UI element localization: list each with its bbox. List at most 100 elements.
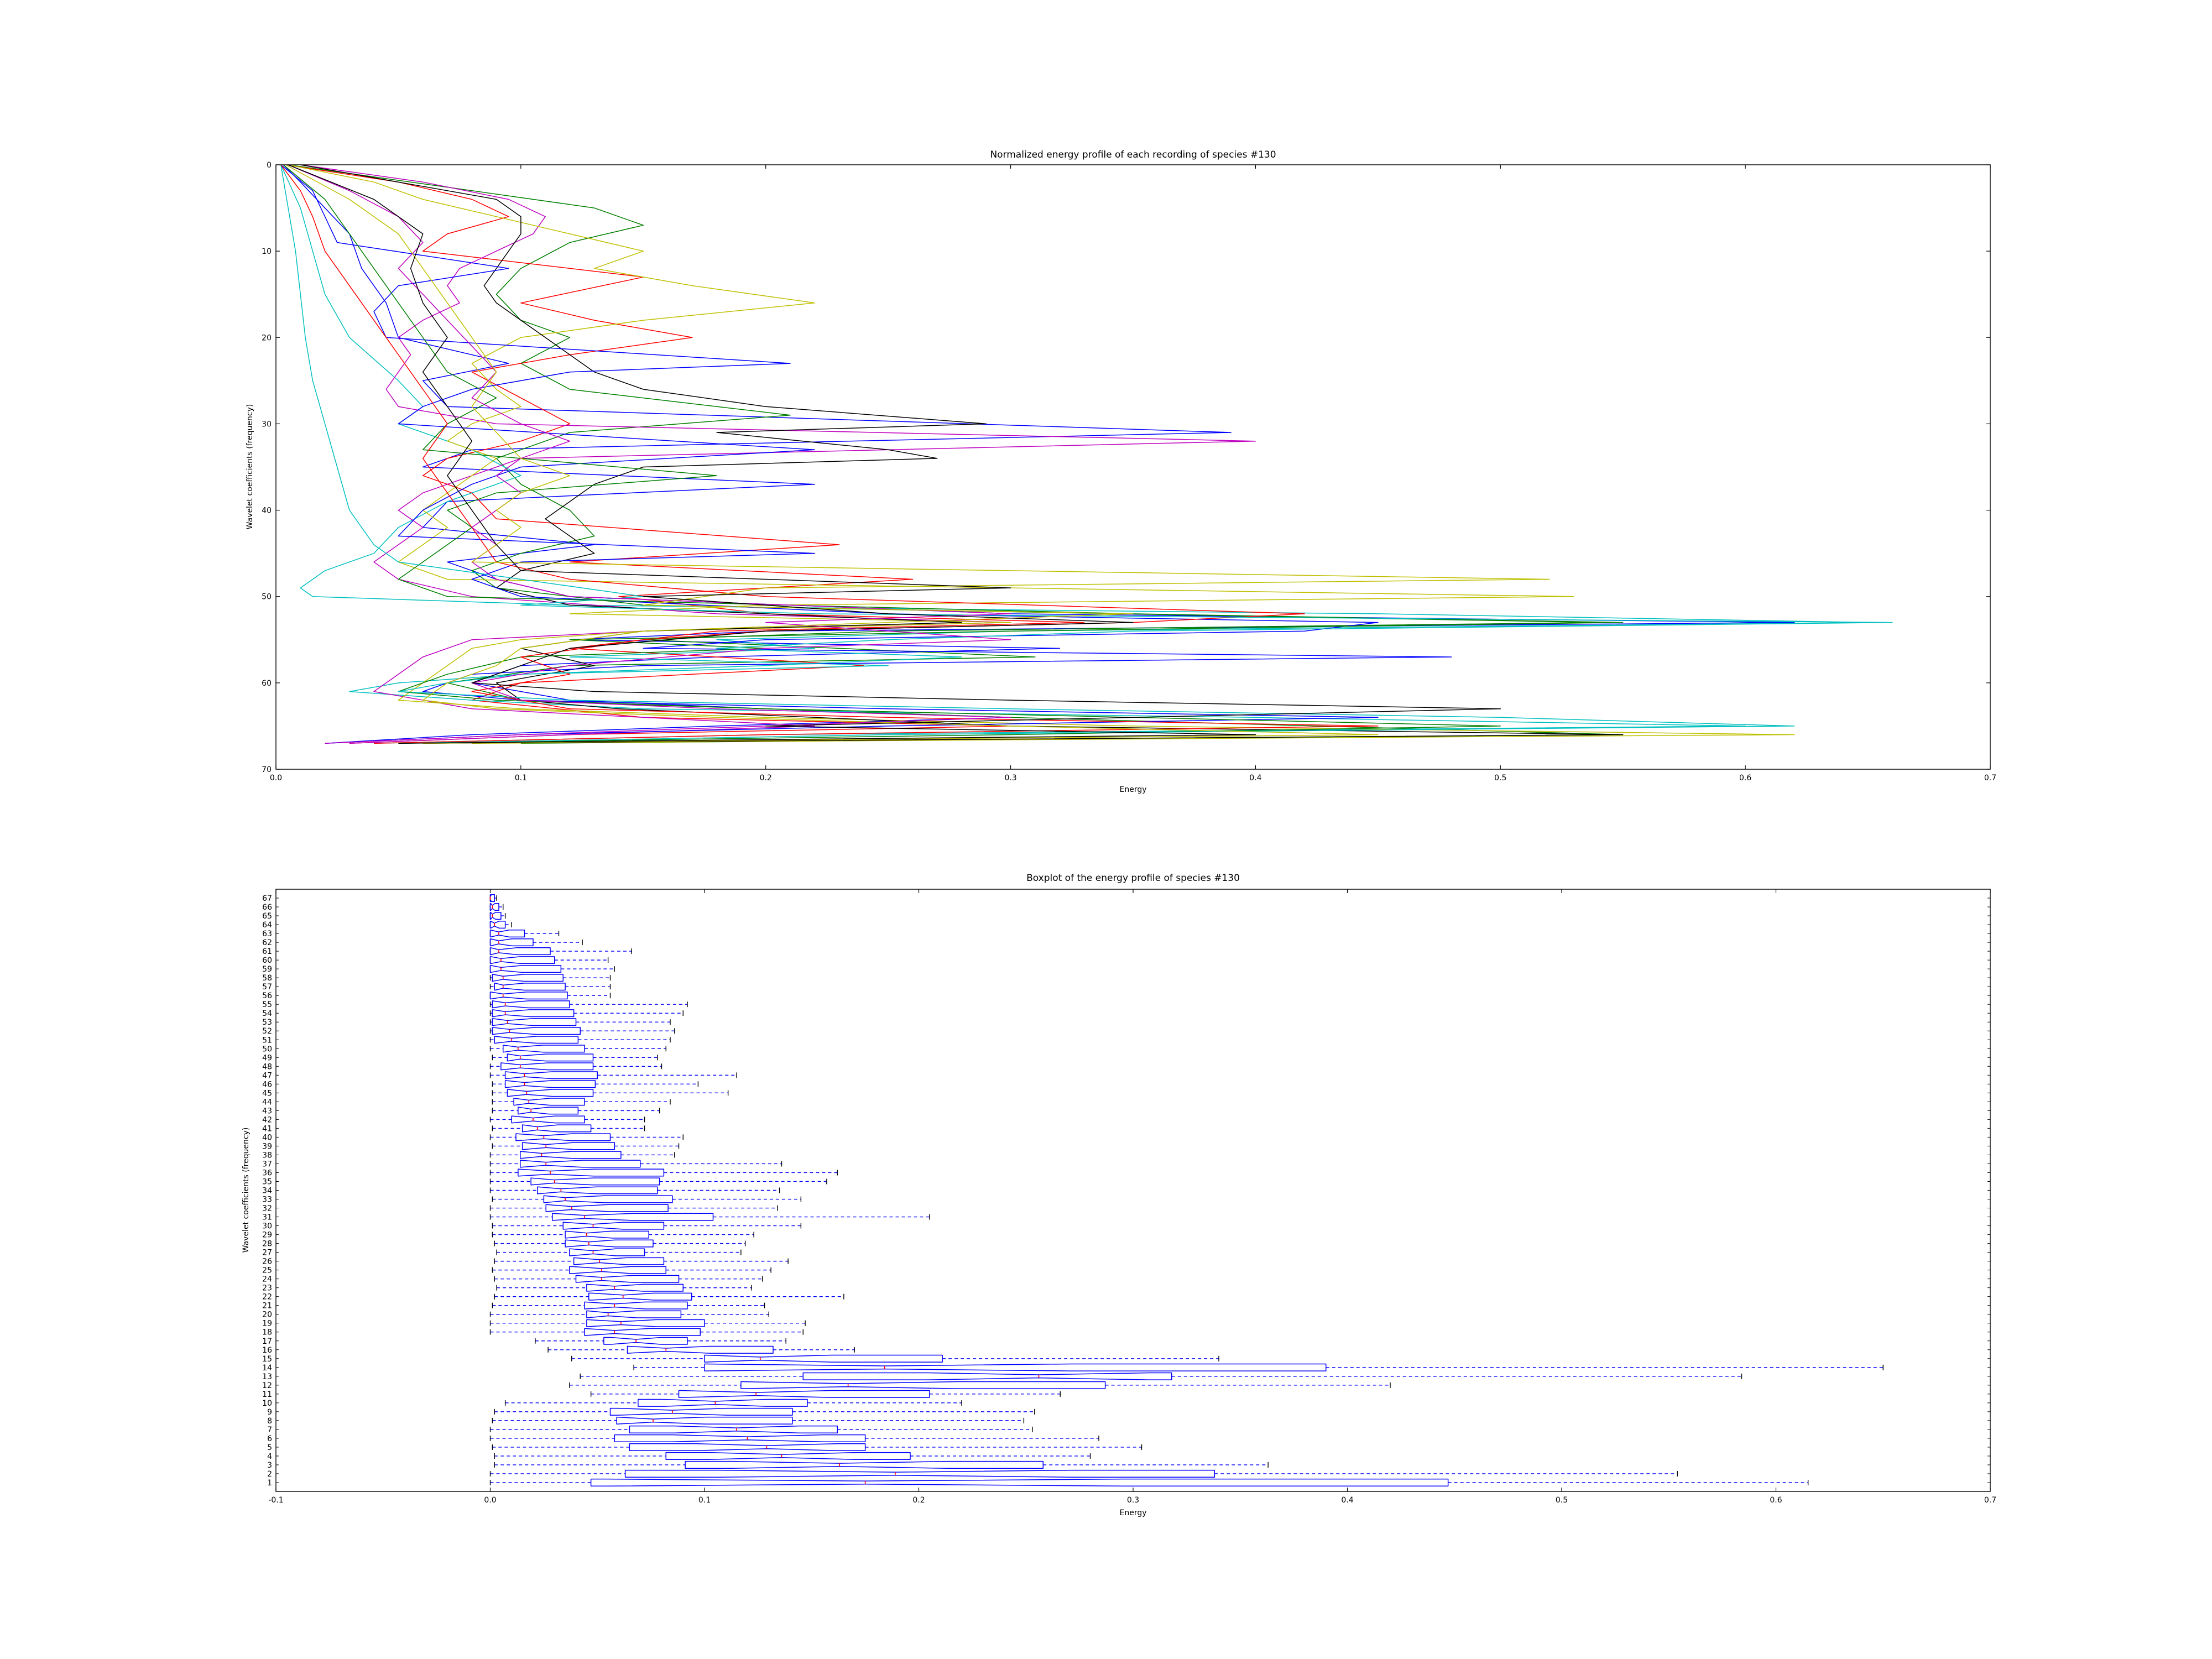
top-line-plot: 0.0 0.1 0.2 0.3 0.4 0.5 0.6 0.7 0 10 20 30 40 50 60 70 xyxy=(262,161,1996,782)
series-line-12 xyxy=(288,164,1011,744)
row-tick-label: 26 xyxy=(262,1258,272,1266)
row-tick-label: 27 xyxy=(262,1249,272,1258)
series-line-7 xyxy=(300,164,1624,744)
notched-box xyxy=(586,1319,705,1327)
boxplot-row-64 xyxy=(489,921,512,929)
notched-box xyxy=(565,1239,654,1248)
row-tick-label: 34 xyxy=(262,1187,272,1196)
notched-box xyxy=(489,992,568,1000)
notched-box xyxy=(504,1071,598,1079)
notched-box xyxy=(492,1000,570,1009)
row-tick-label: 65 xyxy=(262,912,272,921)
boxplot-row-43 xyxy=(492,1107,660,1115)
row-tick-label: 12 xyxy=(262,1381,272,1390)
notched-box xyxy=(584,1301,688,1310)
row-tick-label: 7 xyxy=(267,1426,272,1434)
x-tick-label: 0.1 xyxy=(698,1496,711,1505)
x-tick-label: 0.6 xyxy=(1770,1496,1782,1505)
notched-box xyxy=(575,1275,680,1283)
boxplot-row-50 xyxy=(489,1045,666,1053)
boxplot-row-38 xyxy=(489,1151,675,1159)
row-tick-label: 43 xyxy=(262,1107,272,1115)
boxplot-row-24 xyxy=(494,1275,763,1283)
y-tick-label: 30 xyxy=(262,420,272,429)
series-line-3 xyxy=(285,164,1085,744)
row-tick-label: 39 xyxy=(262,1142,272,1151)
series-line-10 xyxy=(280,164,1379,744)
row-tick-label: 66 xyxy=(262,903,272,912)
boxplot-row-52 xyxy=(489,1027,675,1035)
x-tick-label: 0.5 xyxy=(1494,774,1506,782)
row-tick-label: 60 xyxy=(262,956,272,965)
row-tick-label: 33 xyxy=(262,1196,272,1204)
row-tick-label: 38 xyxy=(262,1151,272,1160)
row-tick-label: 49 xyxy=(262,1053,272,1062)
row-tick-label: 61 xyxy=(262,947,272,956)
x-tick-label: 0.6 xyxy=(1739,774,1751,782)
notched-box xyxy=(492,1009,575,1018)
series-line-13 xyxy=(285,164,1550,744)
notched-box xyxy=(504,1080,596,1088)
notched-box xyxy=(507,1053,594,1062)
row-tick-label: 11 xyxy=(262,1390,272,1399)
row-tick-label: 67 xyxy=(262,894,272,903)
boxplot-row-34 xyxy=(489,1186,780,1194)
boxplot-row-31 xyxy=(489,1213,930,1221)
y-tick-label: 20 xyxy=(262,333,272,342)
row-tick-label: 42 xyxy=(262,1115,272,1124)
boxplot-row-6 xyxy=(489,1434,1099,1442)
boxplot-row-5 xyxy=(492,1443,1142,1451)
top-plot-series xyxy=(280,164,1893,744)
x-tick-label: 0.2 xyxy=(912,1496,925,1505)
notched-box xyxy=(543,1195,673,1203)
notched-box xyxy=(740,1381,1106,1389)
x-tick-label: 0.7 xyxy=(1984,1496,1996,1505)
series-line-14 xyxy=(288,164,1501,744)
boxplot-row-23 xyxy=(496,1284,752,1292)
notched-box xyxy=(545,1204,669,1212)
notched-box xyxy=(565,1230,649,1239)
notched-box xyxy=(489,956,555,964)
row-tick-label: 50 xyxy=(262,1045,272,1053)
boxplot-row-37 xyxy=(489,1160,782,1168)
boxplot-row-48 xyxy=(489,1062,662,1071)
boxplot-row-53 xyxy=(489,1018,671,1026)
row-tick-label: 6 xyxy=(267,1434,272,1443)
notched-box xyxy=(678,1390,930,1398)
boxplot-row-30 xyxy=(492,1222,802,1230)
notched-box xyxy=(573,1257,665,1265)
boxplot-row-26 xyxy=(494,1257,789,1265)
notched-box xyxy=(492,1027,581,1035)
notched-box xyxy=(494,1036,579,1044)
row-tick-label: 63 xyxy=(262,930,272,938)
boxplot-row-10 xyxy=(504,1399,962,1407)
row-tick-label: 57 xyxy=(262,983,272,992)
series-line-4 xyxy=(280,164,1869,744)
notched-box xyxy=(562,1222,665,1230)
notched-box xyxy=(518,1168,665,1177)
boxplot-row-7 xyxy=(489,1425,1033,1433)
boxplot-row-14 xyxy=(633,1363,1884,1371)
boxplot-row-66 xyxy=(489,902,504,911)
notched-box xyxy=(624,1469,1215,1478)
row-tick-label: 44 xyxy=(262,1098,272,1107)
series-line-8 xyxy=(280,164,1452,744)
series-line-9 xyxy=(283,164,1624,744)
row-tick-label: 47 xyxy=(262,1071,272,1080)
notched-box xyxy=(507,1089,594,1097)
row-tick-label: 20 xyxy=(262,1311,272,1319)
y-tick-label: 40 xyxy=(262,507,272,515)
boxplot-row-59 xyxy=(489,965,615,973)
boxplot-row-27 xyxy=(496,1248,742,1256)
row-tick-label: 58 xyxy=(262,974,272,983)
row-tick-label: 64 xyxy=(262,921,272,930)
row-tick-label: 3 xyxy=(267,1461,272,1470)
boxplot-row-9 xyxy=(494,1407,1035,1416)
row-tick-label: 36 xyxy=(262,1168,272,1177)
notched-box xyxy=(500,1062,594,1071)
boxplot-row-47 xyxy=(489,1071,737,1079)
boxplot-row-57 xyxy=(489,983,611,991)
row-tick-label: 52 xyxy=(262,1027,272,1036)
row-tick-label: 29 xyxy=(262,1231,272,1240)
notched-box xyxy=(494,983,566,991)
